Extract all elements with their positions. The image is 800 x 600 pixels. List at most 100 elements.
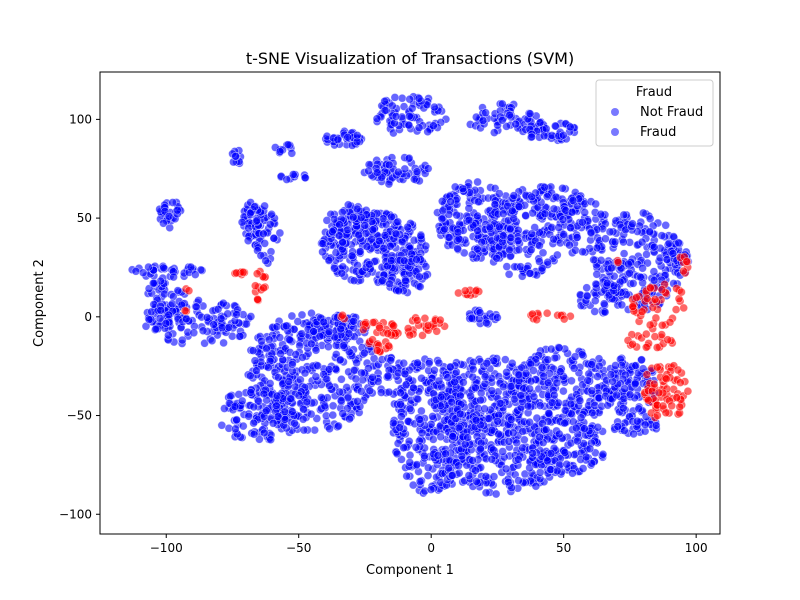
not-fraud-point	[596, 210, 606, 219]
not-fraud-point	[598, 449, 608, 459]
not-fraud-point	[624, 259, 633, 269]
not-fraud-point	[464, 471, 474, 480]
not-fraud-point	[417, 428, 427, 438]
not-fraud-point	[436, 432, 446, 442]
not-fraud-point	[441, 449, 451, 459]
not-fraud-point	[423, 127, 433, 136]
fraud-point	[671, 305, 681, 314]
not-fraud-point	[507, 206, 517, 216]
not-fraud-point	[494, 189, 504, 198]
not-fraud-point	[396, 400, 405, 409]
fraud-point	[238, 267, 248, 277]
not-fraud-point	[521, 369, 531, 378]
not-fraud-point	[505, 245, 514, 255]
fraud-point	[471, 286, 481, 296]
not-fraud-point	[550, 353, 560, 363]
not-fraud-point	[601, 234, 610, 243]
not-fraud-point	[239, 421, 248, 431]
not-fraud-point	[430, 102, 439, 112]
not-fraud-point	[334, 231, 344, 240]
y-tick-label: −50	[67, 409, 92, 423]
not-fraud-point	[543, 355, 553, 365]
not-fraud-point	[230, 402, 240, 411]
not-fraud-point	[527, 192, 537, 202]
y-tick-label: 50	[77, 211, 92, 225]
fraud-point	[667, 401, 677, 411]
not-fraud-point	[513, 236, 523, 245]
fraud-point	[658, 401, 668, 411]
not-fraud-point	[335, 220, 344, 229]
not-fraud-point	[213, 304, 223, 314]
not-fraud-point	[196, 265, 206, 275]
not-fraud-point	[525, 269, 535, 278]
not-fraud-point	[186, 262, 196, 272]
not-fraud-point	[543, 257, 553, 267]
not-fraud-point	[649, 275, 659, 285]
not-fraud-point	[360, 221, 370, 230]
not-fraud-point	[328, 410, 338, 420]
not-fraud-point	[518, 427, 528, 436]
not-fraud-point	[637, 355, 646, 365]
not-fraud-point	[383, 371, 393, 381]
not-fraud-point	[448, 432, 458, 441]
not-fraud-point	[384, 179, 394, 189]
not-fraud-point	[590, 296, 600, 306]
not-fraud-point	[325, 424, 334, 434]
not-fraud-point	[348, 212, 358, 222]
not-fraud-point	[306, 409, 316, 419]
fraud-point	[679, 303, 689, 313]
not-fraud-point	[249, 418, 258, 428]
not-fraud-point	[284, 377, 294, 386]
not-fraud-point	[336, 396, 346, 405]
not-fraud-point	[405, 112, 414, 121]
not-fraud-point	[628, 219, 637, 228]
not-fraud-point	[250, 356, 260, 366]
not-fraud-point	[674, 238, 683, 248]
not-fraud-point	[343, 200, 353, 210]
not-fraud-point	[224, 323, 234, 332]
not-fraud-point	[591, 279, 601, 289]
not-fraud-point	[535, 241, 544, 250]
not-fraud-point	[491, 489, 501, 499]
fraud-point	[675, 402, 685, 412]
not-fraud-point	[487, 454, 497, 464]
not-fraud-point	[541, 124, 551, 133]
not-fraud-point	[455, 409, 465, 419]
not-fraud-point	[434, 376, 444, 386]
not-fraud-point	[482, 358, 492, 368]
not-fraud-point	[540, 183, 550, 192]
not-fraud-point	[509, 214, 519, 223]
not-fraud-point	[662, 255, 672, 264]
not-fraud-point	[546, 449, 556, 458]
not-fraud-point	[337, 268, 347, 278]
not-fraud-point	[338, 409, 348, 418]
not-fraud-point	[552, 466, 562, 476]
not-fraud-point	[159, 263, 168, 273]
fraud-point	[650, 332, 660, 341]
not-fraud-point	[606, 370, 616, 379]
not-fraud-point	[334, 421, 343, 431]
not-fraud-point	[444, 233, 454, 242]
not-fraud-point	[535, 401, 545, 410]
fraud-point	[676, 378, 685, 387]
not-fraud-point	[489, 128, 499, 137]
not-fraud-point	[454, 423, 464, 433]
fraud-point	[679, 266, 688, 276]
not-fraud-point	[260, 201, 269, 211]
not-fraud-point	[498, 231, 508, 240]
not-fraud-point	[261, 256, 271, 266]
fraud-point	[259, 283, 268, 293]
not-fraud-point	[280, 407, 290, 417]
not-fraud-point	[416, 231, 426, 241]
not-fraud-point	[424, 358, 434, 368]
not-fraud-point	[525, 384, 534, 394]
not-fraud-point	[629, 429, 638, 439]
not-fraud-point	[638, 263, 647, 273]
fraud-point	[682, 257, 691, 266]
not-fraud-point	[440, 224, 449, 234]
not-fraud-point	[632, 416, 642, 426]
fraud-point	[368, 318, 378, 327]
not-fraud-point	[385, 279, 394, 289]
not-fraud-point	[554, 343, 564, 353]
not-fraud-point	[560, 418, 569, 428]
